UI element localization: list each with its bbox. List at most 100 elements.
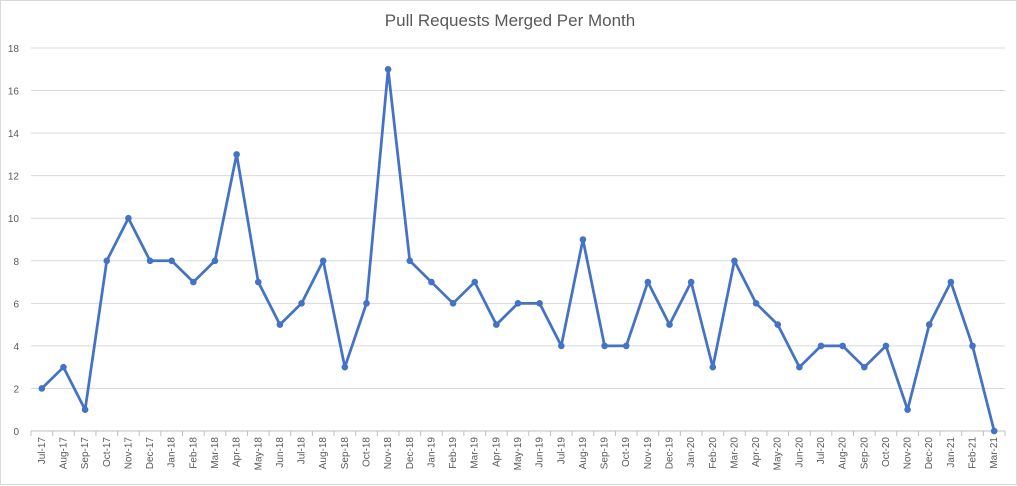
x-tick-label: Dec-18 [405, 437, 416, 470]
chart-title: Pull Requests Merged Per Month [385, 11, 635, 30]
x-tick-label: Nov-17 [123, 437, 134, 470]
data-point [190, 278, 197, 286]
data-point [925, 321, 933, 328]
x-tick-label: Sep-18 [340, 437, 351, 470]
data-point [644, 278, 652, 286]
x-tick-label: Mar-19 [470, 437, 481, 469]
y-tick-label: 10 [8, 214, 20, 225]
data-point [752, 300, 760, 307]
x-tick-label: Oct-19 [621, 437, 632, 467]
x-tick-label: Mar-20 [729, 437, 740, 469]
y-tick-label: 8 [13, 257, 19, 268]
data-point [363, 300, 370, 307]
data-point [536, 300, 543, 307]
x-tick-label: Mar-21 [989, 437, 1000, 469]
x-tick-label: Jan-21 [946, 437, 957, 468]
y-tick-label: 6 [13, 299, 19, 310]
x-tick-label: Dec-19 [665, 437, 676, 470]
x-tick-label: Feb-20 [708, 437, 719, 469]
data-point [428, 278, 435, 286]
data-point [493, 321, 500, 328]
data-point [449, 300, 457, 307]
x-tick-label: Jul-20 [816, 437, 827, 465]
series-prs-merged [38, 65, 998, 435]
data-point [81, 406, 89, 414]
data-point [861, 363, 868, 371]
x-tick-label: Apr-20 [751, 437, 762, 467]
data-point [774, 321, 782, 328]
data-point [233, 151, 240, 158]
data-point [514, 300, 522, 307]
x-tick-label: Aug-19 [578, 437, 589, 470]
data-point [319, 257, 327, 265]
data-point [969, 342, 976, 350]
data-point [211, 257, 219, 265]
data-point [947, 278, 955, 286]
y-tick-label: 18 [8, 44, 20, 55]
data-point [796, 363, 803, 371]
data-point [731, 257, 738, 265]
y-tick-label: 2 [13, 384, 19, 395]
data-point [298, 300, 305, 307]
y-axis-ticks: 0 2 4 6 8 10 12 14 16 18 [8, 44, 20, 438]
x-tick-label: Dec-17 [145, 437, 156, 470]
data-point [882, 342, 890, 350]
x-tick-label: Sep-19 [600, 437, 611, 470]
data-point [38, 385, 46, 392]
x-tick-label: Aug-17 [58, 437, 69, 470]
x-tick-label: May-18 [253, 437, 264, 471]
gridlines [31, 47, 1005, 432]
x-tick-label: Jul-18 [297, 437, 308, 465]
x-tick-label: Jan-18 [167, 437, 178, 468]
data-point [146, 257, 154, 265]
data-point [622, 342, 630, 350]
data-point [254, 278, 262, 286]
x-tick-label: Sep-17 [80, 437, 91, 470]
data-point [687, 278, 695, 286]
x-tick-label: Sep-20 [859, 437, 870, 470]
x-tick-label: Oct-20 [881, 437, 892, 467]
data-point [60, 363, 67, 371]
data-point [557, 342, 565, 350]
x-tick-label: May-20 [773, 437, 784, 471]
x-tick-label: Nov-19 [643, 437, 654, 470]
x-tick-label: Mar-18 [210, 437, 221, 469]
y-tick-label: 0 [13, 427, 19, 438]
data-point [817, 342, 825, 350]
series-line [40, 67, 996, 433]
data-point [709, 363, 717, 371]
data-point [601, 342, 608, 350]
x-tick-label: Oct-18 [361, 437, 372, 467]
x-tick-label: Nov-18 [383, 437, 394, 470]
y-tick-label: 14 [8, 129, 20, 140]
x-tick-label: Nov-20 [903, 437, 914, 470]
x-tick-label: Jun-18 [275, 437, 286, 468]
data-point [341, 363, 349, 371]
x-tick-label: Jan-20 [686, 437, 697, 468]
data-point [168, 257, 175, 265]
data-point [579, 236, 587, 243]
data-point [103, 257, 111, 265]
x-tick-label: May-19 [513, 437, 524, 471]
x-tick-label: Jun-20 [794, 437, 805, 468]
x-axis-ticks: Jul-17 Aug-17 Sep-17 Oct-17 Nov-17 Dec-17 Jan-… [30, 431, 1006, 471]
y-tick-label: 12 [8, 172, 20, 183]
x-tick-label: Jan-19 [426, 437, 437, 468]
data-point [406, 257, 414, 265]
x-tick-label: Jul-17 [37, 437, 48, 465]
y-tick-label: 4 [13, 342, 19, 353]
x-tick-label: Jun-19 [535, 437, 546, 468]
x-tick-label: Jul-19 [556, 437, 567, 465]
data-point [666, 321, 673, 328]
x-tick-label: Feb-19 [448, 437, 459, 469]
x-tick-label: Apr-18 [232, 437, 243, 467]
x-tick-label: Apr-19 [491, 437, 502, 467]
x-tick-label: Aug-18 [318, 437, 329, 470]
x-tick-label: Dec-20 [924, 437, 935, 470]
x-tick-label: Feb-18 [188, 437, 199, 469]
data-point [839, 342, 846, 350]
data-point [990, 427, 998, 435]
data-point [384, 65, 392, 73]
